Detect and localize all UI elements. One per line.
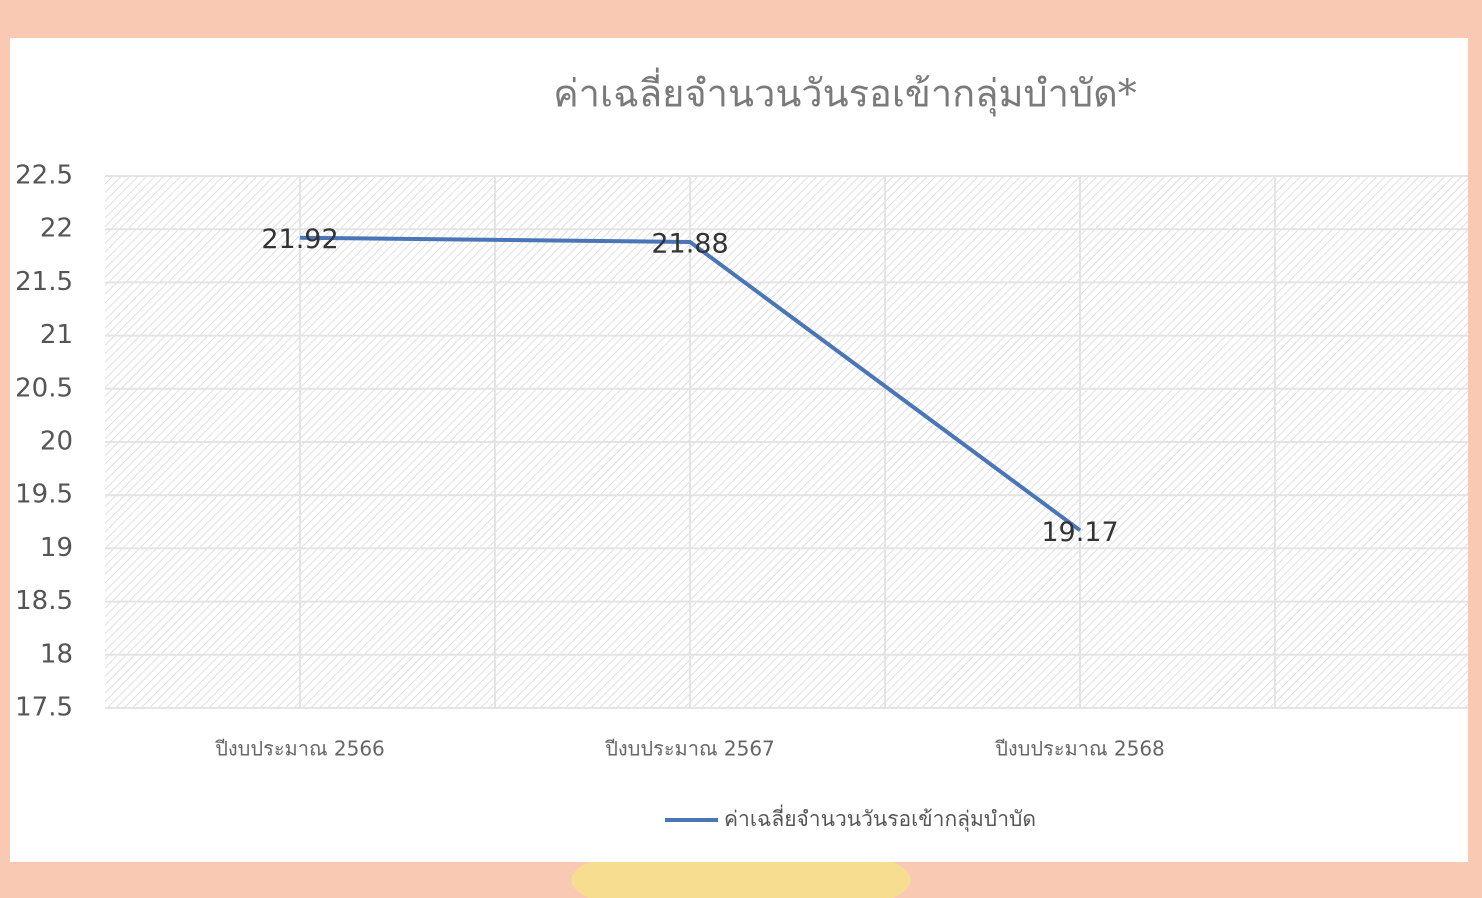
y-tick-label: 18.5 bbox=[15, 586, 73, 616]
y-tick-label: 17.5 bbox=[15, 693, 73, 723]
x-tick-label: ปีงบประมาณ 2568 bbox=[995, 737, 1165, 761]
y-tick-label: 19.5 bbox=[15, 480, 73, 510]
x-tick-label: ปีงบประมาณ 2566 bbox=[215, 737, 385, 761]
chart-title: ค่าเฉลี่ยจำนวนวันรอเข้ากลุ่มบำบัด* bbox=[553, 68, 1137, 117]
y-tick-label: 22 bbox=[40, 214, 73, 244]
chart: ค่าเฉลี่ยจำนวนวันรอเข้ากลุ่มบำบัด* 17.5 1… bbox=[0, 0, 1482, 898]
y-tick-label: 21.5 bbox=[15, 267, 73, 297]
y-tick-label: 20.5 bbox=[15, 373, 73, 403]
y-tick-label: 20 bbox=[40, 427, 73, 457]
y-tick-label: 21 bbox=[40, 320, 73, 350]
legend-label: ค่าเฉลี่ยจำนวนวันรอเข้ากลุ่มบำบัด bbox=[724, 804, 1036, 832]
data-label: 19.17 bbox=[1041, 517, 1118, 548]
data-label: 21.92 bbox=[261, 224, 338, 255]
y-tick-label: 22.5 bbox=[15, 161, 73, 191]
y-tick-label: 19 bbox=[40, 533, 73, 563]
data-label: 21.88 bbox=[651, 228, 728, 259]
page: ค่าเฉลี่ยจำนวนวันรอเข้ากลุ่มบำบัด* 17.5 1… bbox=[0, 0, 1482, 898]
x-tick-label: ปีงบประมาณ 2567 bbox=[605, 737, 775, 761]
y-tick-label: 18 bbox=[40, 639, 73, 669]
